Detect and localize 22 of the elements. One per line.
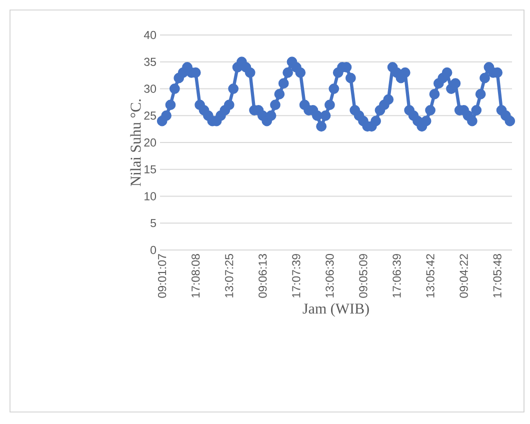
y-tick-label: 25: [144, 112, 156, 120]
x-tick-label: 17:06:39: [392, 254, 401, 298]
x-tick-label: 09:01:07: [158, 254, 166, 298]
x-tick-label: 13:07:25: [225, 254, 234, 298]
y-tick-label: 15: [144, 165, 156, 174]
y-tick-label: 0: [150, 246, 156, 254]
y-axis-title: Nilai Suhu °C.: [130, 99, 141, 186]
x-tick-label: 13:05:42: [426, 254, 434, 298]
x-tick-label: 09:04:22: [460, 254, 468, 298]
x-tick-label: 17:08:08: [192, 254, 200, 298]
x-tick-label: 17:07:39: [292, 254, 300, 298]
x-axis-title: Jam (WIB): [302, 303, 369, 317]
y-tick-label: 10: [144, 192, 156, 200]
y-tick-label: 20: [144, 138, 156, 147]
y-tick-label: 5: [150, 219, 156, 228]
y-tick-label: 30: [144, 84, 156, 93]
x-tick-label: 09:06:13: [258, 254, 267, 298]
x-tick-label: 09:05:09: [359, 254, 368, 298]
x-tick-label: 17:05:48: [493, 254, 502, 298]
y-tick-label: 35: [144, 58, 156, 66]
x-tick-label: 13:06:30: [326, 254, 334, 298]
y-tick-label: 40: [144, 30, 156, 40]
